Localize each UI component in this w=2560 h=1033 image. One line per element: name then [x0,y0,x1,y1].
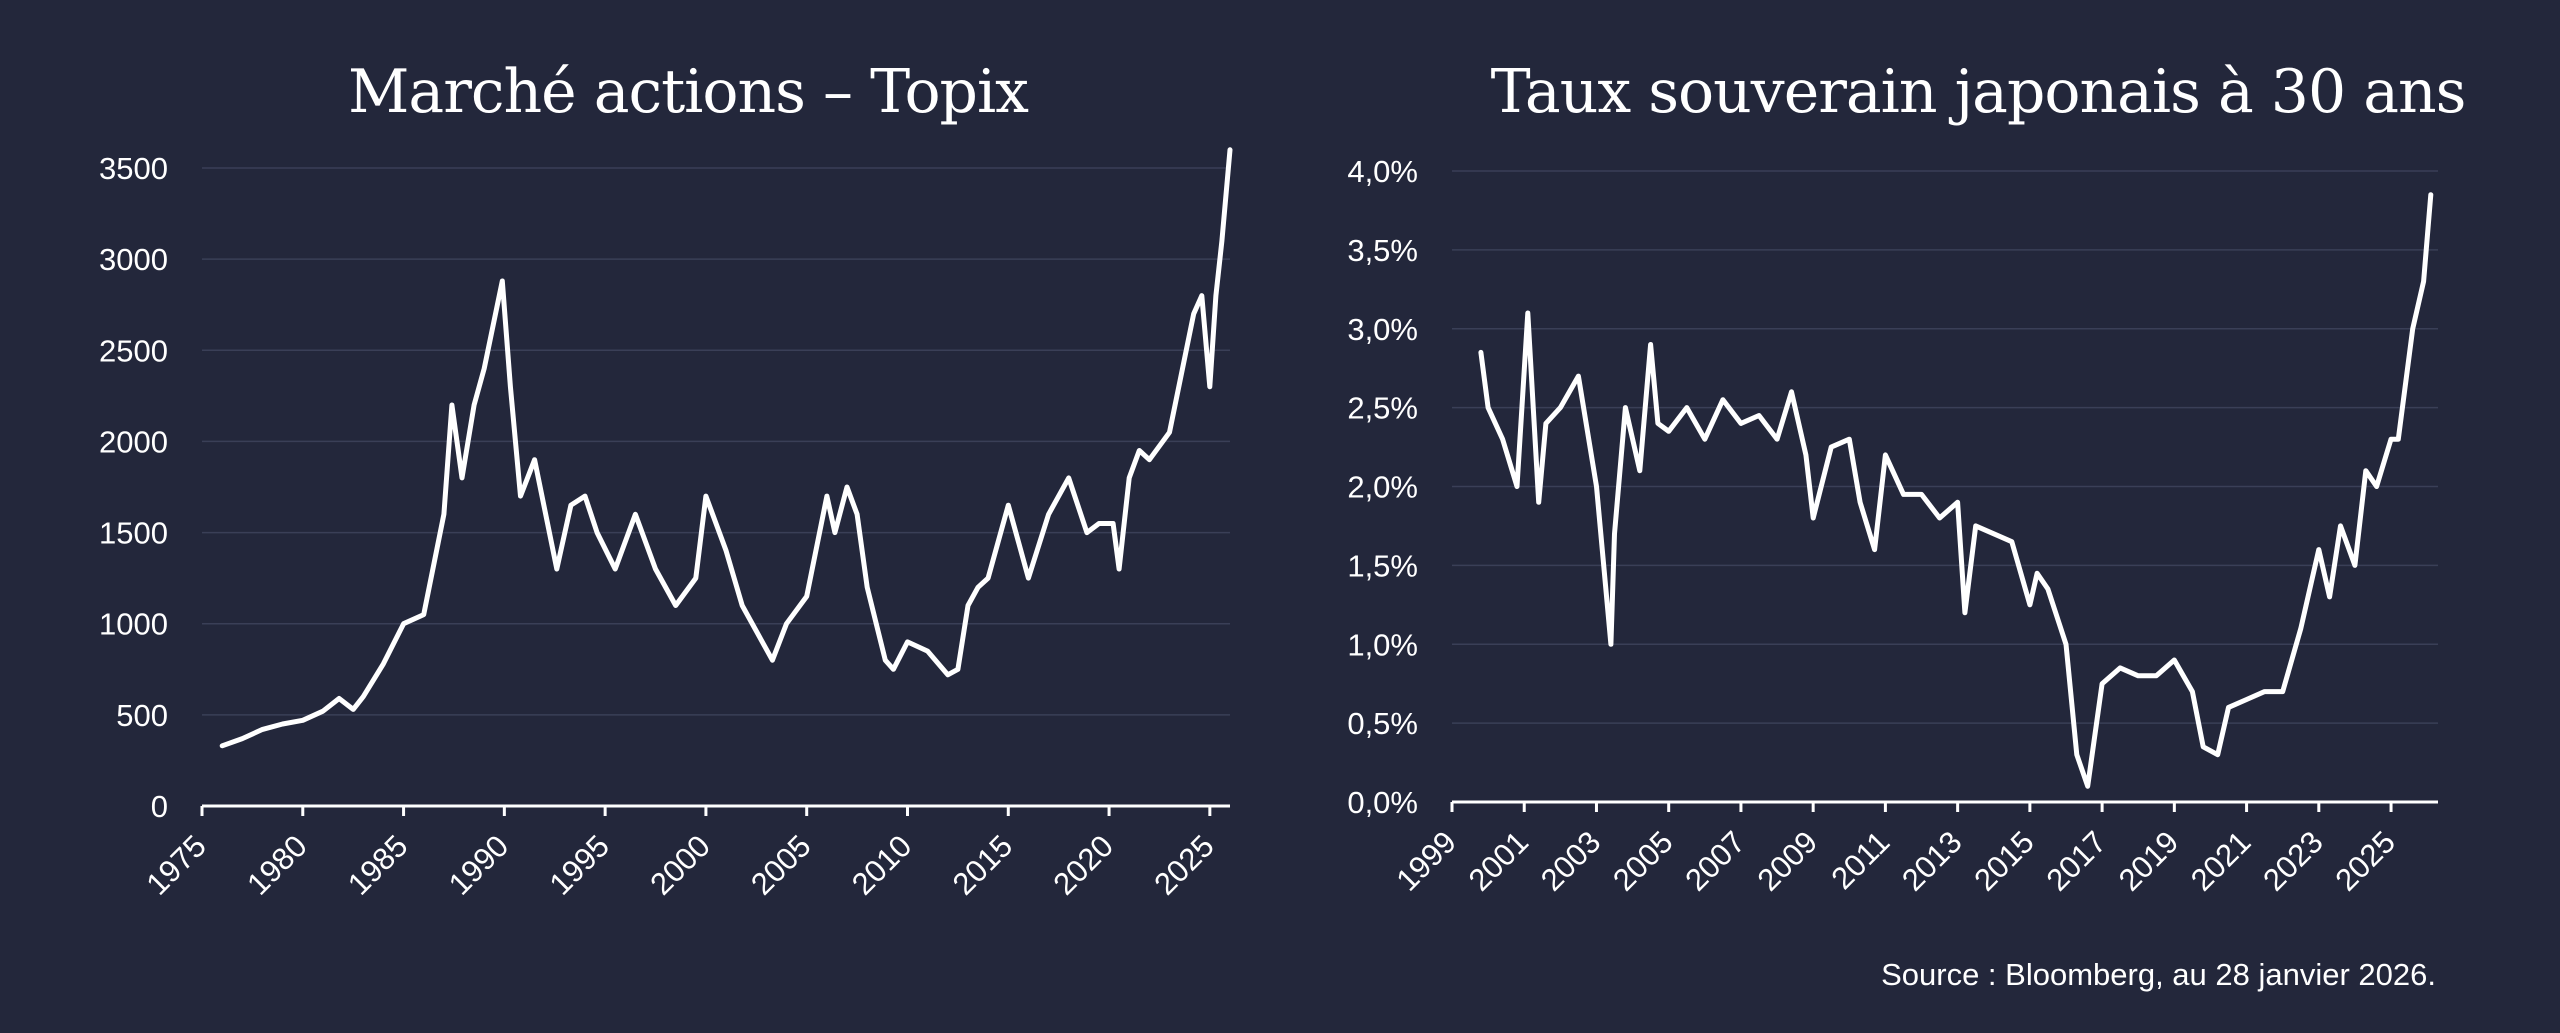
topix-series-line [219,147,1233,749]
jgb-y-tick-label: 2,0% [1347,470,1418,505]
jgb-x-tick-label: 2015 [1967,824,2041,898]
jgb-x-tick-label: 2001 [1462,824,1536,898]
topix-x-tick-label: 2005 [744,828,818,902]
topix-y-tick-label: 2000 [99,424,168,459]
jgb-y-tick-label: 3,0% [1347,312,1418,347]
topix-y-tick-label: 500 [116,698,168,733]
jgb-x-tick-label: 2025 [2328,824,2402,898]
topix-y-tick-label: 3000 [99,242,168,277]
jgb-x-tick-label: 2021 [2184,824,2258,898]
jgb-y-tick-label: 1,0% [1347,627,1418,662]
topix-x-tick-label: 1985 [341,828,415,902]
jgb-x-tick-label: 2005 [1606,824,1680,898]
topix-x-tick-label: 1990 [442,828,516,902]
topix-x-tick-label: 2020 [1046,828,1120,902]
topix-y-tick-label: 0 [151,789,168,824]
jgb-x-tick-label: 2023 [2256,824,2330,898]
jgb-x-tick-label: 2009 [1751,824,1825,898]
topix-y-tick-label: 1500 [99,516,168,551]
jgb-y-tick-labels: 0,0% 0,5% 1,0% 1,5% 2,0% 2,5% 3,0% 3,5% 4,0% [1347,154,1418,820]
chart-title-topix: Marché actions – Topix [348,57,1029,127]
jgb-y-tick-label: 0,5% [1347,706,1418,741]
jgb-series-line [1478,192,2434,789]
jgb-x-tick-label: 2017 [2040,824,2114,898]
jgb-x-tick-label: 2007 [1678,824,1752,898]
jgb-y-tick-label: 2,5% [1347,391,1418,426]
source-note: Source : Bloomberg, au 28 janvier 2026. [1881,957,2436,992]
topix-x-tick-label: 2010 [845,828,919,902]
jgb-y-tick-label: 4,0% [1347,154,1418,189]
jgb-x-tick-label: 2003 [1534,824,1608,898]
topix-x-tick-label: 2000 [643,828,717,902]
jgb-gridlines [1452,170,2438,724]
jgb-30y-chart: Taux souverain japonais à 30 ans 0,0% 0,5… [1347,57,2466,898]
topix-x-tick-label: 1980 [240,828,314,902]
topix-x-tick-label: 2015 [946,828,1020,902]
topix-x-tick-label: 2025 [1147,828,1221,902]
jgb-y-tick-label: 3,5% [1347,233,1418,268]
jgb-x-tick-label: 1999 [1389,824,1463,898]
topix-y-tick-label: 3500 [99,151,168,186]
jgb-y-tick-label: 0,0% [1347,785,1418,820]
topix-y-tick-label: 2500 [99,333,168,368]
jgb-x-tick-label: 2019 [2112,824,2186,898]
topix-y-tick-label: 1000 [99,607,168,642]
jgb-y-tick-label: 1,5% [1347,548,1418,583]
topix-x-tick-labels: 1975 1980 1985 1990 1995 2000 2005 2010 2015 2020… [139,806,1221,902]
chart-title-jgb: Taux souverain japonais à 30 ans [1491,57,2466,127]
topix-x-tick-label: 1995 [543,828,617,902]
jgb-x-tick-label: 2013 [1895,824,1969,898]
topix-y-tick-labels: 0 500 1000 1500 2000 2500 3000 3500 [99,151,168,824]
topix-gridlines [202,167,1230,716]
topix-chart: Marché actions – Topix 0 500 1000 1500 2000 2… [99,57,1233,902]
jgb-x-tick-label: 2011 [1824,824,1896,896]
topix-x-tick-label: 1975 [139,828,213,902]
